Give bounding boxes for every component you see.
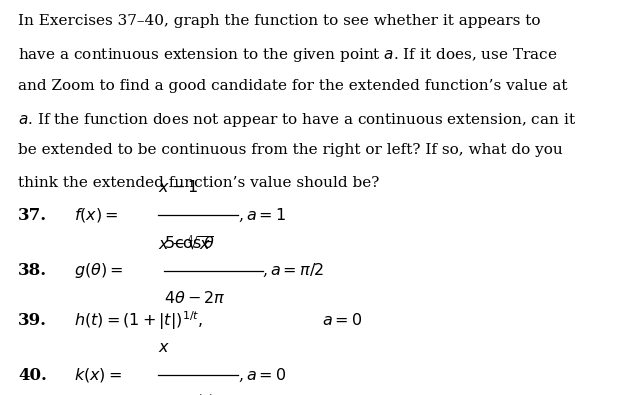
Text: ,: , (238, 367, 243, 384)
Text: 38.: 38. (18, 262, 47, 279)
Text: be extended to be continuous from the right or left? If so, what do you: be extended to be continuous from the ri… (18, 143, 563, 157)
Text: In Exercises 37–40, graph the function to see whether it appears to: In Exercises 37–40, graph the function t… (18, 14, 540, 28)
Text: and Zoom to find a good candidate for the extended function’s value at: and Zoom to find a good candidate for th… (18, 79, 567, 92)
Text: $x$: $x$ (158, 339, 170, 356)
Text: 40.: 40. (18, 367, 47, 384)
Text: $f(x) =$: $f(x) =$ (74, 206, 118, 224)
Text: ,: , (263, 262, 268, 279)
Text: $a = 0$: $a = 0$ (322, 312, 363, 329)
Text: have a continuous extension to the given point $a$. If it does, use Trace: have a continuous extension to the given… (18, 46, 558, 64)
Text: $a = \pi/2$: $a = \pi/2$ (270, 262, 325, 279)
Text: think the extended function’s value should be?: think the extended function’s value shou… (18, 176, 379, 190)
Text: $a$. If the function does not appear to have a continuous extension, can it: $a$. If the function does not appear to … (18, 111, 576, 129)
Text: $a = 1$: $a = 1$ (246, 207, 286, 224)
Text: ,: , (238, 207, 243, 224)
Text: $5\cos\theta$: $5\cos\theta$ (164, 235, 215, 252)
Text: $g(\theta) =$: $g(\theta) =$ (74, 261, 124, 280)
Text: 39.: 39. (18, 312, 47, 329)
Text: $4\theta - 2\pi$: $4\theta - 2\pi$ (164, 290, 226, 307)
Text: $k(x) =$: $k(x) =$ (74, 366, 122, 384)
Text: $x - 1$: $x - 1$ (158, 179, 198, 196)
Text: $x - \sqrt[4]{x}$: $x - \sqrt[4]{x}$ (158, 234, 213, 254)
Text: $1 - 2^{|x|}$: $1 - 2^{|x|}$ (158, 394, 213, 395)
Text: $a = 0$: $a = 0$ (246, 367, 287, 384)
Text: $h(t) = (1 + |t|)^{1/t},$: $h(t) = (1 + |t|)^{1/t},$ (74, 309, 204, 332)
Text: 37.: 37. (18, 207, 47, 224)
